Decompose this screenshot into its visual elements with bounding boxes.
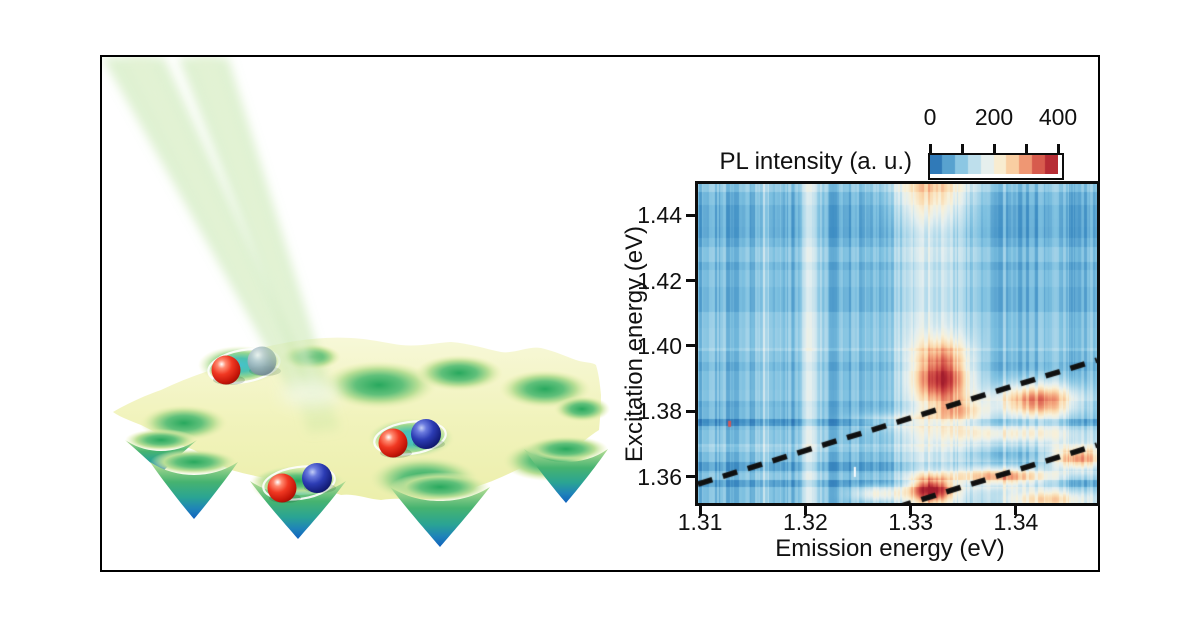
exciton-pair-2 — [378, 419, 445, 458]
figure-panel: PL intensity (a. u.) Excitation energy (… — [100, 55, 1100, 572]
x-tick-label: 1.33 — [888, 509, 934, 535]
x-tick-label: 1.31 — [677, 509, 723, 535]
exciton-pair-1 — [211, 346, 281, 385]
y-axis-tick — [686, 409, 695, 413]
heatmap-plot — [695, 181, 1100, 506]
hole-sphere — [267, 473, 297, 503]
electron-sphere — [302, 463, 332, 493]
colorbar-tick-label: 200 — [974, 104, 1014, 130]
y-tick-label: 1.40 — [637, 332, 682, 359]
colorbar-tick — [993, 144, 996, 153]
colorbar-tick — [1025, 144, 1028, 153]
y-tick-label: 1.42 — [637, 267, 682, 294]
hole-sphere — [211, 355, 241, 385]
colorbar-tick — [929, 144, 932, 153]
colorbar-tick — [1057, 144, 1060, 153]
x-axis-title: Emission energy (eV) — [775, 535, 1005, 562]
x-axis-tick — [1014, 506, 1018, 515]
x-axis-tick — [803, 506, 807, 515]
hole-sphere — [378, 428, 408, 458]
y-tick-label: 1.38 — [637, 398, 682, 425]
y-axis-tick — [686, 344, 695, 348]
colorbar-label: PL intensity (a. u.) — [719, 148, 912, 175]
exciton-pair-3 — [267, 463, 336, 503]
y-axis-tick — [686, 213, 695, 217]
beam-impact-glow — [281, 380, 341, 406]
x-axis-tick — [698, 506, 702, 515]
y-tick-label: 1.36 — [637, 463, 682, 490]
y-axis-tick — [686, 279, 695, 283]
electron-sphere — [411, 419, 441, 449]
colorbar-tick — [961, 144, 964, 153]
x-tick-label: 1.32 — [782, 509, 828, 535]
electron-sphere-faded — [247, 346, 277, 376]
x-axis-tick — [909, 506, 913, 515]
colorbar-tick-label: 0 — [923, 104, 937, 130]
y-tick-label: 1.44 — [637, 202, 682, 229]
laser-beam — [102, 57, 341, 433]
colorbar-tick-label: 400 — [1038, 104, 1078, 130]
x-tick-label: 1.34 — [993, 509, 1039, 535]
heatmap-canvas — [698, 184, 1097, 503]
colorbar-gradient — [930, 155, 1058, 174]
colorbar — [928, 153, 1064, 180]
moire-illustration — [102, 57, 610, 547]
y-axis-tick — [686, 475, 695, 479]
